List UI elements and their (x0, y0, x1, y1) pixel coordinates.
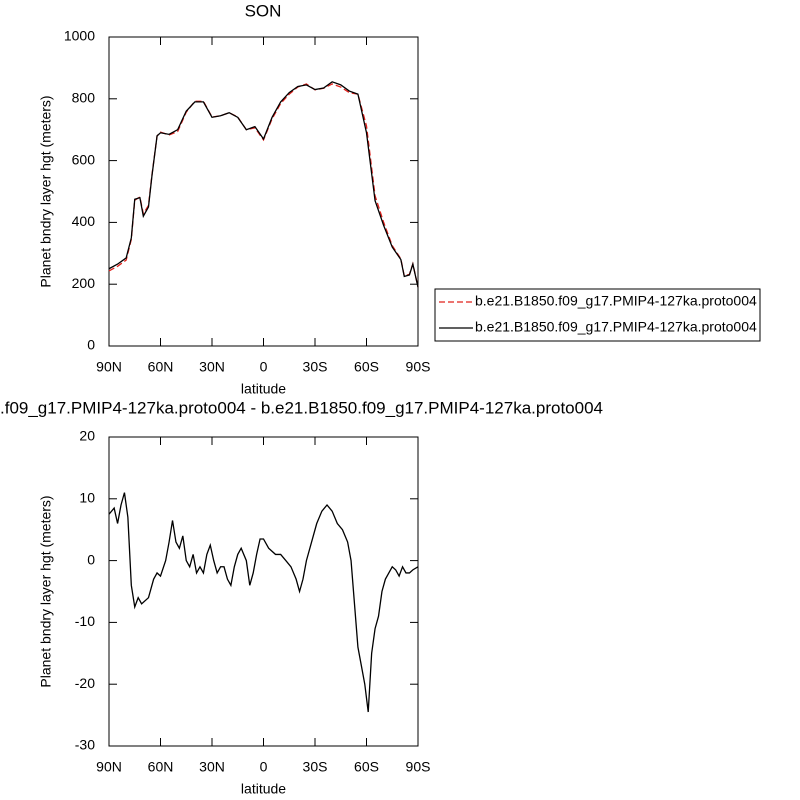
data-line (108, 83, 419, 288)
y-tick-label: -10 (75, 613, 95, 629)
y-tick-label: -20 (75, 675, 95, 691)
y-tick-label: 10 (79, 490, 95, 506)
y-axis-label: Planet bndry layer hgt (meters) (38, 495, 54, 687)
legend-box (434, 288, 761, 342)
x-tick-label: 60N (148, 359, 174, 375)
y-tick-label: 800 (72, 90, 96, 106)
y-tick-label: 0 (87, 551, 95, 567)
x-tick-label: 0 (260, 759, 268, 775)
data-line (108, 492, 419, 713)
y-tick-label: 1000 (64, 28, 95, 44)
x-tick-label: 90N (96, 759, 122, 775)
y-tick-label: 0 (87, 337, 95, 353)
x-tick-label: 90N (96, 359, 122, 375)
data-line (108, 81, 419, 288)
x-tick-label: 30N (199, 759, 225, 775)
x-tick-label: 30S (303, 759, 328, 775)
y-tick-label: 200 (72, 275, 96, 291)
legend-label: b.e21.B1850.f09_g17.PMIP4-127ka.proto004 (475, 293, 757, 309)
x-tick-label: 0 (260, 359, 268, 375)
y-tick-label: 400 (72, 213, 96, 229)
x-tick-label: 60S (354, 759, 379, 775)
y-axis-label: Planet bndry layer hgt (meters) (38, 95, 54, 287)
x-tick-label: 90S (406, 759, 431, 775)
legend-label: b.e21.B1850.f09_g17.PMIP4-127ka.proto004 (475, 319, 757, 335)
x-tick-label: 90S (406, 359, 431, 375)
x-axis-label: latitude (241, 381, 286, 397)
x-axis-label: latitude (241, 781, 286, 797)
x-tick-label: 60S (354, 359, 379, 375)
y-tick-label: 600 (72, 151, 96, 167)
x-tick-label: 30S (303, 359, 328, 375)
chart-title: .f09_g17.PMIP4-127ka.proto004 - b.e21.B1… (0, 398, 603, 417)
x-tick-label: 60N (148, 759, 174, 775)
plot-frame (108, 436, 419, 747)
plot-frame (108, 36, 419, 347)
chart-title: SON (245, 1, 282, 20)
y-tick-label: 20 (79, 428, 95, 444)
y-tick-label: -30 (75, 737, 95, 753)
x-tick-label: 30N (199, 359, 225, 375)
